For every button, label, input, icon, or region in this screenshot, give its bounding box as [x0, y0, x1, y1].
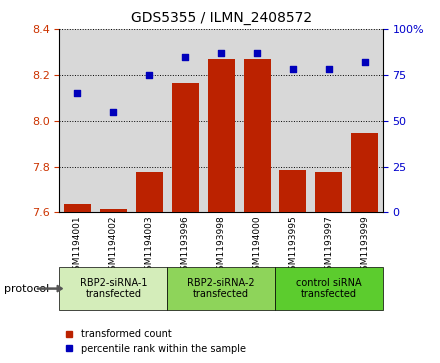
Text: control siRNA
transfected: control siRNA transfected [296, 278, 362, 299]
Bar [172, 83, 198, 212]
Bar [279, 170, 306, 212]
Bar [136, 172, 163, 212]
Bar [208, 59, 235, 212]
Point [110, 109, 117, 114]
Point [74, 90, 81, 96]
Text: RBP2-siRNA-1
transfected: RBP2-siRNA-1 transfected [80, 278, 147, 299]
Bar [347, 29, 383, 212]
Bar [131, 29, 167, 212]
Bar [100, 209, 127, 212]
Point [290, 66, 297, 72]
Bar [315, 172, 342, 212]
Bar [95, 29, 131, 212]
Bar [311, 29, 347, 212]
Title: GDS5355 / ILMN_2408572: GDS5355 / ILMN_2408572 [131, 11, 312, 25]
Point [361, 59, 368, 65]
Bar [64, 204, 91, 212]
Text: protocol: protocol [4, 284, 50, 294]
Bar [275, 29, 311, 212]
Bar [239, 29, 275, 212]
Legend: transformed count, percentile rank within the sample: transformed count, percentile rank withi… [60, 326, 250, 358]
Bar [244, 59, 271, 212]
Point [182, 54, 189, 60]
Bar [59, 29, 95, 212]
Bar [352, 133, 378, 212]
Point [218, 50, 225, 56]
Point [146, 72, 153, 78]
Bar [167, 29, 203, 212]
Text: RBP2-siRNA-2
transfected: RBP2-siRNA-2 transfected [187, 278, 255, 299]
Point [253, 50, 260, 56]
Bar [203, 29, 239, 212]
Point [326, 66, 333, 72]
